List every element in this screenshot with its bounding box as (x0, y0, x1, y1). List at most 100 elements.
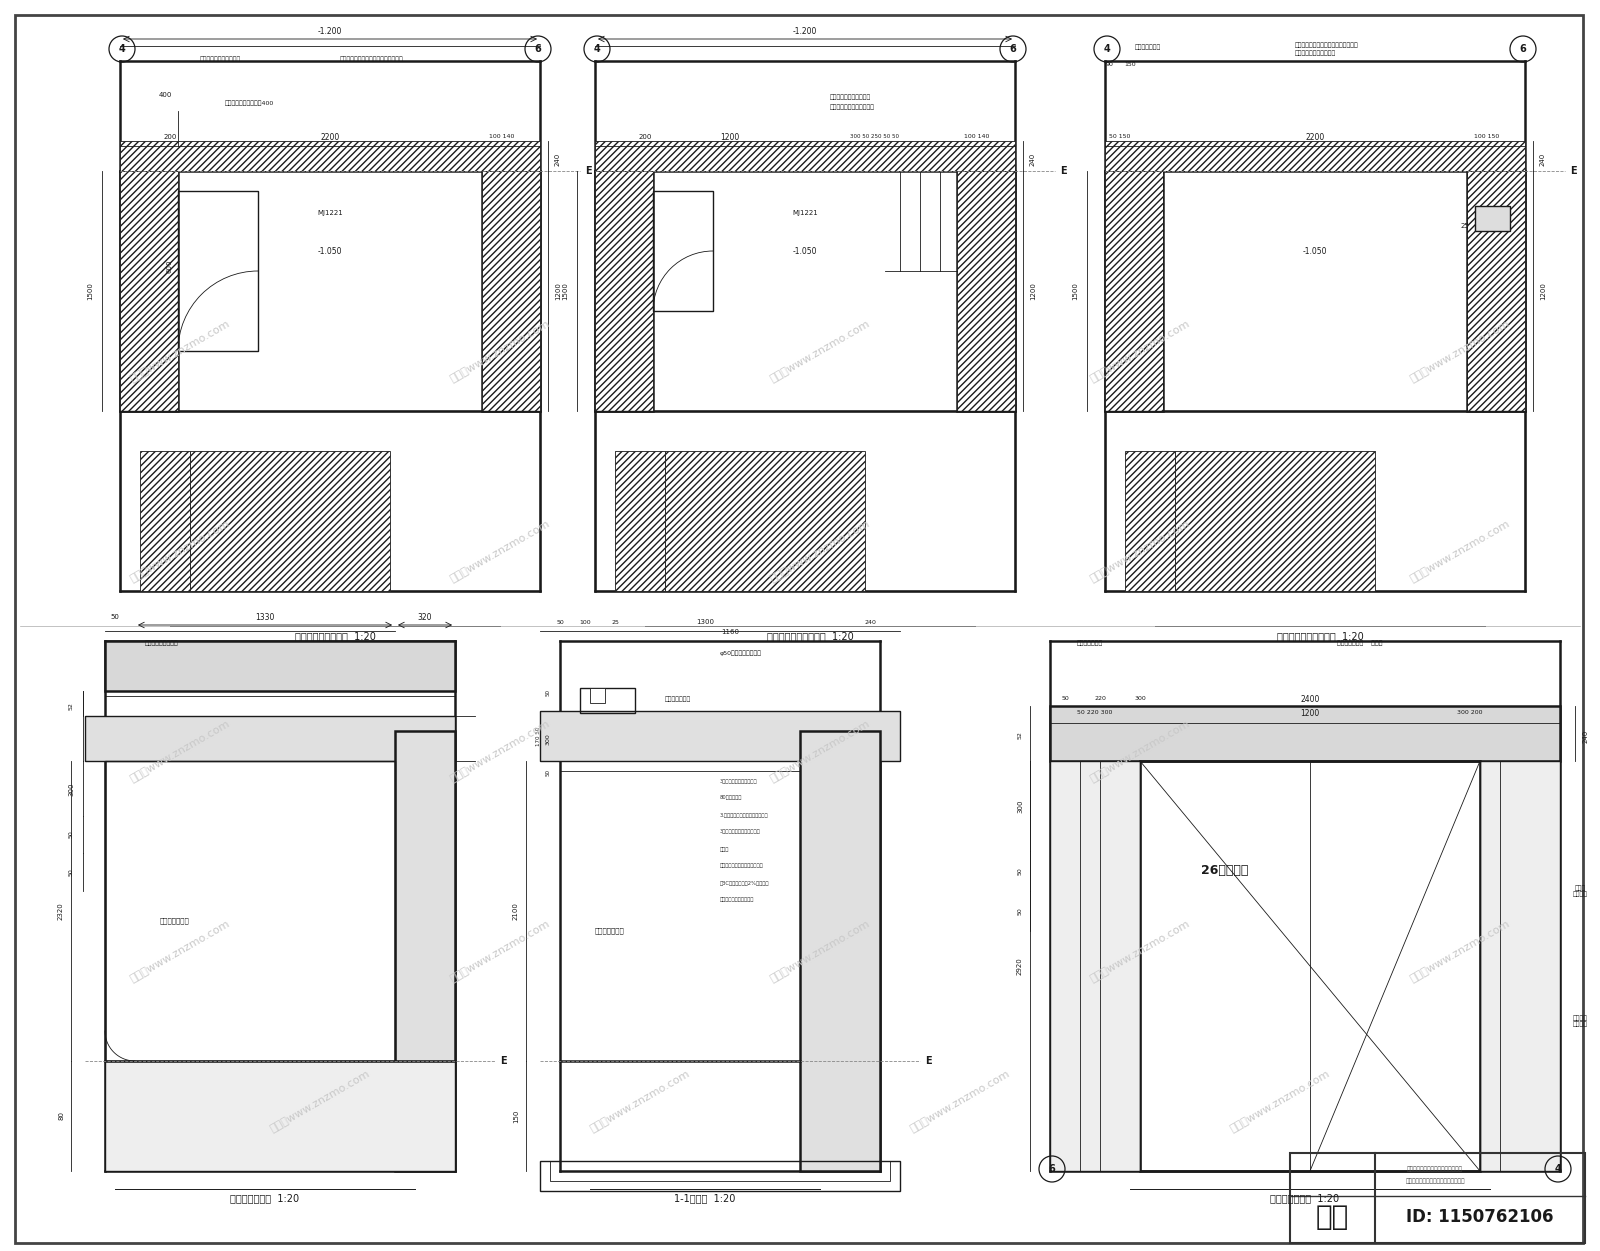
Text: 咖色岩棉保温一体板: 咖色岩棉保温一体板 (146, 641, 179, 646)
Bar (595, 141, 1014, 171)
Text: 6: 6 (1010, 44, 1016, 54)
Text: 6: 6 (534, 44, 541, 54)
FancyBboxPatch shape (595, 171, 653, 412)
Text: 光黄色仿真石漆: 光黄色仿真石漆 (595, 928, 626, 934)
Text: 2200: 2200 (320, 133, 339, 141)
Text: 知末网www.znzmo.com: 知末网www.znzmo.com (589, 1068, 691, 1133)
Text: 150: 150 (1125, 61, 1136, 66)
Text: 知末: 知末 (1315, 1203, 1349, 1231)
Text: 4: 4 (1555, 1163, 1562, 1173)
FancyBboxPatch shape (1050, 706, 1560, 761)
Bar (595, 171, 653, 412)
Text: 知末网www.znzmo.com: 知末网www.znzmo.com (1088, 918, 1192, 983)
Text: 单元门头侧面图  1:20: 单元门头侧面图 1:20 (230, 1193, 299, 1203)
Bar (1467, 171, 1525, 412)
Text: 2200: 2200 (1306, 133, 1325, 141)
Text: 添3C系摊水面坡率2%清处理面: 添3C系摊水面坡率2%清处理面 (720, 881, 770, 886)
Bar (1174, 452, 1374, 590)
Text: 面砂浆水泥砂块平层（整水层）: 面砂浆水泥砂块平层（整水层） (720, 863, 763, 868)
Text: 水泥压力板，内侧通孔板: 水泥压力板，内侧通孔板 (830, 94, 872, 100)
Text: 1160: 1160 (722, 629, 739, 636)
Text: 知末网www.znzmo.com: 知末网www.znzmo.com (448, 718, 552, 783)
Text: 2920: 2920 (1018, 957, 1022, 975)
Text: 岩棉保
温一体板: 岩棉保 温一体板 (1573, 884, 1587, 897)
Text: 知末网www.znzmo.com: 知末网www.znzmo.com (1229, 1068, 1331, 1133)
Text: 知末网www.znzmo.com: 知末网www.znzmo.com (1408, 918, 1512, 983)
Text: 1500: 1500 (562, 281, 568, 300)
Text: 1-1剖面图  1:20: 1-1剖面图 1:20 (674, 1193, 736, 1203)
Bar (957, 171, 1014, 412)
Text: 50: 50 (546, 689, 550, 697)
Text: 原有结构梁拆除并新支撑后，局部修复: 原有结构梁拆除并新支撑后，局部修复 (339, 56, 403, 61)
Text: 知末网www.znzmo.com: 知末网www.znzmo.com (768, 718, 872, 783)
Bar (1125, 452, 1174, 590)
FancyBboxPatch shape (120, 171, 178, 412)
Text: 知末网www.znzmo.com: 知末网www.znzmo.com (1088, 718, 1192, 783)
Text: 知末网www.znzmo.com: 知末网www.znzmo.com (448, 918, 552, 983)
Text: 400: 400 (158, 93, 171, 98)
Text: ID: 1150762106: ID: 1150762106 (1406, 1208, 1554, 1226)
Text: 1300: 1300 (696, 619, 714, 626)
Text: 220: 220 (1094, 697, 1106, 702)
Text: 1200: 1200 (555, 281, 562, 300)
Text: 岩棉保温一体板    一体板: 岩棉保温一体板 一体板 (1338, 641, 1382, 646)
FancyBboxPatch shape (1050, 761, 1139, 1171)
Text: 90: 90 (1106, 61, 1114, 66)
Text: 50: 50 (557, 619, 563, 624)
Text: E: E (1570, 166, 1576, 176)
Text: 本站所有资源版权均属于原作者所有，: 本站所有资源版权均属于原作者所有， (1405, 1178, 1464, 1183)
Text: 50 220 300: 50 220 300 (1077, 711, 1112, 716)
Text: 知末网www.znzmo.com: 知末网www.znzmo.com (909, 1068, 1011, 1133)
Text: 岩棉保温一体板: 岩棉保温一体板 (1077, 641, 1102, 646)
Text: 知末网www.znzmo.com: 知末网www.znzmo.com (448, 318, 552, 384)
Text: 240: 240 (1539, 153, 1546, 165)
Text: 三层石膏板两侧镀锌板接缝: 三层石膏板两侧镀锌板接缝 (830, 104, 875, 110)
Text: 26号一单元: 26号一单元 (1202, 864, 1248, 877)
Text: 6: 6 (1520, 44, 1526, 54)
Text: 100 150: 100 150 (1474, 135, 1499, 140)
Text: 600: 600 (166, 259, 173, 273)
Text: 2400: 2400 (1301, 694, 1320, 703)
Text: 1330: 1330 (256, 613, 275, 622)
Text: 50: 50 (69, 831, 74, 838)
Text: 涂有钢筋径直上板保留期: 涂有钢筋径直上板保留期 (720, 897, 754, 902)
Text: 4: 4 (1104, 44, 1110, 54)
Text: 知末网www.znzmo.com: 知末网www.znzmo.com (768, 518, 872, 584)
Text: 4: 4 (118, 44, 125, 54)
Bar (614, 452, 666, 590)
Text: 52: 52 (69, 702, 74, 709)
Text: 3厚石灰板柱石膏摊面基板: 3厚石灰板柱石膏摊面基板 (720, 778, 758, 783)
Text: -1.050: -1.050 (1302, 246, 1328, 255)
Text: -1.050: -1.050 (792, 246, 818, 255)
Text: 4: 4 (594, 44, 600, 54)
Text: 150: 150 (514, 1110, 518, 1122)
Text: E: E (925, 1056, 931, 1066)
Text: 100 140: 100 140 (490, 135, 515, 140)
FancyBboxPatch shape (106, 1061, 454, 1171)
Text: 镀锌网: 镀锌网 (720, 847, 730, 852)
Text: 320: 320 (418, 613, 432, 622)
Text: 1200: 1200 (1030, 281, 1037, 300)
FancyBboxPatch shape (800, 731, 880, 1171)
Text: 单元门头改造后平面图  1:20: 单元门头改造后平面图 1:20 (766, 631, 853, 641)
Text: 240: 240 (1582, 729, 1589, 743)
FancyBboxPatch shape (395, 731, 454, 1171)
Text: MJ1221: MJ1221 (317, 210, 342, 216)
FancyBboxPatch shape (482, 171, 541, 412)
Text: 50 150: 50 150 (1109, 135, 1131, 140)
Text: 知末网www.znzmo.com: 知末网www.znzmo.com (1088, 518, 1192, 584)
Text: 咖啡色岩
棉保温板: 咖啡色岩 棉保温板 (1573, 1015, 1587, 1027)
Text: 单元门头正面图  1:20: 单元门头正面图 1:20 (1270, 1193, 1339, 1203)
Text: 1200: 1200 (720, 133, 739, 141)
Text: 25: 25 (611, 619, 619, 624)
FancyBboxPatch shape (957, 171, 1014, 412)
Text: 1500: 1500 (1072, 281, 1078, 300)
FancyBboxPatch shape (1467, 171, 1525, 412)
Text: 知末网www.znzmo.com: 知末网www.znzmo.com (1088, 318, 1192, 384)
FancyBboxPatch shape (590, 688, 605, 703)
Text: 知末网www.znzmo.com: 知末网www.znzmo.com (768, 918, 872, 983)
Text: 100 140: 100 140 (965, 135, 990, 140)
Text: MJ1221: MJ1221 (792, 210, 818, 216)
Text: 知末网www.znzmo.com: 知末网www.znzmo.com (128, 718, 232, 783)
Text: 200: 200 (163, 134, 176, 140)
